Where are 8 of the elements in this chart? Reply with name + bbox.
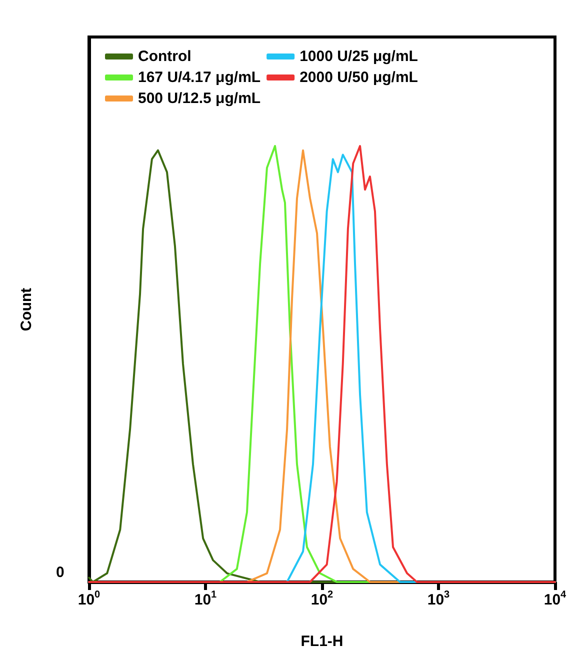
legend-label: Control bbox=[138, 48, 192, 65]
legend-label: 500 U/12.5 μg/mL bbox=[138, 90, 261, 107]
y-axis-title: Count bbox=[18, 288, 35, 332]
legend-label: 167 U/4.17 μg/mL bbox=[138, 69, 261, 86]
text: 0 bbox=[56, 564, 64, 581]
x-axis-title: FL1-H bbox=[300, 633, 344, 650]
legend-label: 2000 U/50 μg/mL bbox=[300, 69, 418, 86]
legend-label: 1000 U/25 μg/mL bbox=[300, 48, 418, 65]
